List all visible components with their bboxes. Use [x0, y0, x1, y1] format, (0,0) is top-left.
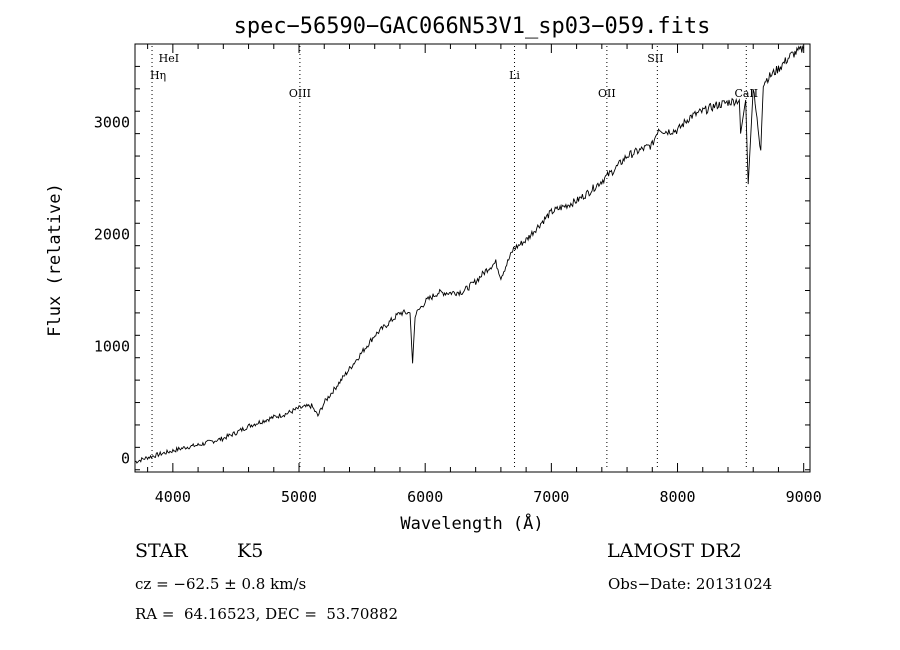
line-label: HeI [159, 52, 179, 65]
x-tick-label: 9000 [786, 488, 822, 506]
line-label: OII [598, 87, 616, 100]
spectral-subclass: K5 [237, 540, 264, 562]
plot-frame [134, 43, 811, 473]
y-tick-label: 3000 [94, 113, 130, 131]
coordinates-text: RA = 64.16523, DEC = 53.70882 [135, 605, 399, 623]
survey-name: LAMOST DR2 [607, 540, 742, 562]
redshift-text: cz = −62.5 ± 0.8 km/s [135, 575, 307, 593]
y-axis-label: Flux (relative) [45, 183, 65, 337]
y-tick-label: 1000 [94, 338, 130, 356]
x-tick-label: 7000 [533, 488, 569, 506]
x-tick-label: 8000 [659, 488, 695, 506]
object-type: STAR [135, 540, 188, 562]
spectrum-line [134, 45, 805, 464]
chart-title: spec−56590−GAC066N53V1_sp03−059.fits [234, 14, 711, 39]
line-label: Li [509, 69, 520, 82]
y-tick-label: 2000 [94, 225, 130, 243]
x-tick-label: 6000 [407, 488, 443, 506]
line-label: Hη [150, 69, 166, 82]
x-axis-label: Wavelength (Å) [400, 512, 543, 534]
obs-date-text: Obs−Date: 20131024 [608, 575, 773, 593]
x-tick-label: 4000 [155, 488, 191, 506]
x-tick-label: 5000 [281, 488, 317, 506]
line-label: SII [647, 52, 663, 65]
line-label: OIII [289, 87, 311, 100]
line-label: CaII [734, 87, 758, 100]
y-tick-label: 0 [121, 450, 130, 468]
